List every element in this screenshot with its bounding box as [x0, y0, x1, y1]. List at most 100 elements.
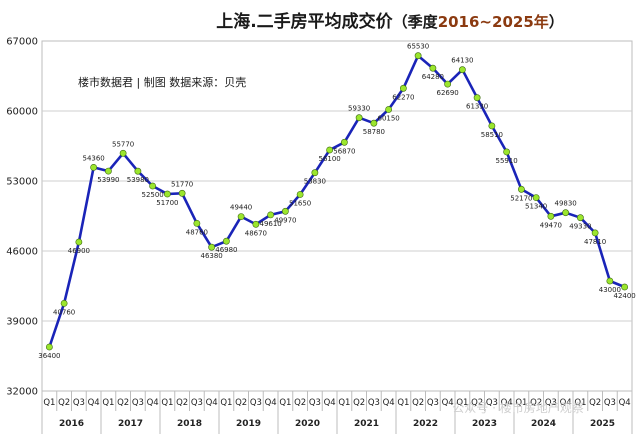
x-tick-label-quarter: Q1 — [43, 398, 55, 408]
x-tick-label-quarter: Q3 — [132, 398, 144, 408]
x-tick-label-year: 2019 — [236, 419, 261, 429]
data-point — [355, 114, 363, 122]
data-label: 56870 — [333, 147, 355, 155]
y-tick-label: 53000 — [6, 177, 38, 188]
x-tick-label-quarter: Q1 — [161, 398, 173, 408]
data-point — [60, 299, 68, 307]
x-tick-label-year: 2025 — [590, 419, 615, 429]
data-label: 48670 — [245, 229, 267, 237]
source-note: 楼市数据君 | 制图 数据来源：贝壳 — [78, 75, 246, 89]
data-label: 49830 — [554, 200, 576, 208]
data-point — [311, 169, 319, 177]
x-tick-label-quarter: Q4 — [383, 398, 395, 408]
data-point — [45, 343, 53, 351]
data-point — [222, 237, 230, 245]
data-point — [326, 146, 334, 154]
y-tick-label: 32000 — [6, 387, 38, 398]
data-point — [267, 211, 275, 219]
x-tick-label-quarter: Q1 — [279, 398, 291, 408]
x-tick-label-quarter: Q3 — [309, 398, 321, 408]
data-label: 49470 — [540, 221, 562, 229]
data-point — [517, 185, 525, 193]
y-tick-label: 60000 — [6, 107, 38, 118]
data-label: 49330 — [569, 223, 591, 231]
data-point — [104, 167, 112, 175]
data-point — [621, 283, 629, 291]
x-tick-label-quarter: Q3 — [486, 398, 498, 408]
x-tick-label-year: 2016 — [59, 419, 84, 429]
x-tick-label-quarter: Q1 — [338, 398, 350, 408]
x-tick-label-quarter: Q3 — [250, 398, 262, 408]
x-tick-label-year: 2024 — [531, 419, 556, 429]
data-label: 49610 — [259, 220, 281, 228]
x-tick-label-quarter: Q2 — [117, 398, 129, 408]
gridlines — [42, 110, 632, 322]
x-tick-label-year: 2022 — [413, 419, 438, 429]
x-tick-label-quarter: Q3 — [545, 398, 557, 408]
data-label: 60150 — [377, 115, 399, 123]
data-label: 64130 — [451, 57, 473, 65]
data-label: 65530 — [407, 43, 429, 51]
x-tick-label-quarter: Q3 — [604, 398, 616, 408]
x-tick-label-quarter: Q4 — [206, 398, 218, 408]
data-label: 46980 — [215, 246, 237, 254]
data-point — [178, 189, 186, 197]
data-point — [591, 229, 599, 237]
data-label: 52170 — [510, 194, 532, 202]
data-label: 49440 — [230, 204, 252, 212]
data-label: 64280 — [422, 73, 444, 81]
data-point — [385, 106, 393, 113]
data-point — [281, 207, 289, 215]
data-point — [370, 119, 378, 127]
data-label: 58780 — [363, 128, 385, 136]
data-label: 53990 — [97, 176, 119, 184]
data-label: 52500 — [141, 191, 163, 199]
x-tick-label-quarter: Q2 — [58, 398, 70, 408]
x-tick-label-quarter: Q2 — [176, 398, 188, 408]
data-point — [444, 80, 452, 88]
data-point — [119, 149, 127, 157]
chart-title-main: 上海.二手房平均成交价 — [216, 11, 393, 32]
x-tick-label-year: 2020 — [295, 419, 320, 429]
data-point — [163, 190, 171, 198]
series-price — [45, 52, 629, 351]
x-tick-label-quarter: Q4 — [442, 398, 454, 408]
data-point — [547, 212, 555, 220]
data-point — [606, 277, 614, 285]
y-tick-label: 46000 — [6, 247, 38, 258]
data-point — [399, 84, 407, 92]
data-point — [576, 214, 584, 222]
watermark: 公众号 · 楼市房地产观察 — [452, 400, 583, 415]
data-point — [503, 148, 511, 156]
data-point — [134, 167, 142, 175]
data-point — [562, 209, 570, 217]
data-label: 42400 — [613, 292, 635, 300]
data-label: 53830 — [304, 178, 326, 186]
data-point — [340, 138, 348, 146]
data-label: 49970 — [274, 216, 296, 224]
data-label: 55910 — [495, 157, 517, 165]
x-tick-label-quarter: Q4 — [324, 398, 336, 408]
x-tick-label-quarter: Q2 — [235, 398, 247, 408]
x-tick-label-quarter: Q3 — [427, 398, 439, 408]
data-label: 55770 — [112, 140, 134, 148]
data-label: 62690 — [436, 89, 458, 97]
data-label: 51700 — [156, 199, 178, 207]
x-tick-label-quarter: Q2 — [412, 398, 424, 408]
x-tick-label-quarter: Q3 — [73, 398, 85, 408]
x-tick-label-year: 2018 — [177, 419, 202, 429]
data-label: 51340 — [525, 203, 547, 211]
data-point — [149, 182, 157, 190]
x-tick-label-year: 2021 — [354, 419, 379, 429]
x-tick-label-quarter: Q4 — [619, 398, 631, 408]
x-tick-label-quarter: Q2 — [530, 398, 542, 408]
chart-subtitle-prefix: （季度 — [393, 13, 439, 31]
x-tick-label-quarter: Q1 — [102, 398, 114, 408]
x-tick-label-quarter: Q3 — [191, 398, 203, 408]
data-label: 62270 — [392, 93, 414, 101]
data-point — [488, 122, 496, 130]
series-line — [48, 54, 626, 349]
data-point — [75, 238, 83, 246]
x-tick-label-quarter: Q1 — [220, 398, 232, 408]
